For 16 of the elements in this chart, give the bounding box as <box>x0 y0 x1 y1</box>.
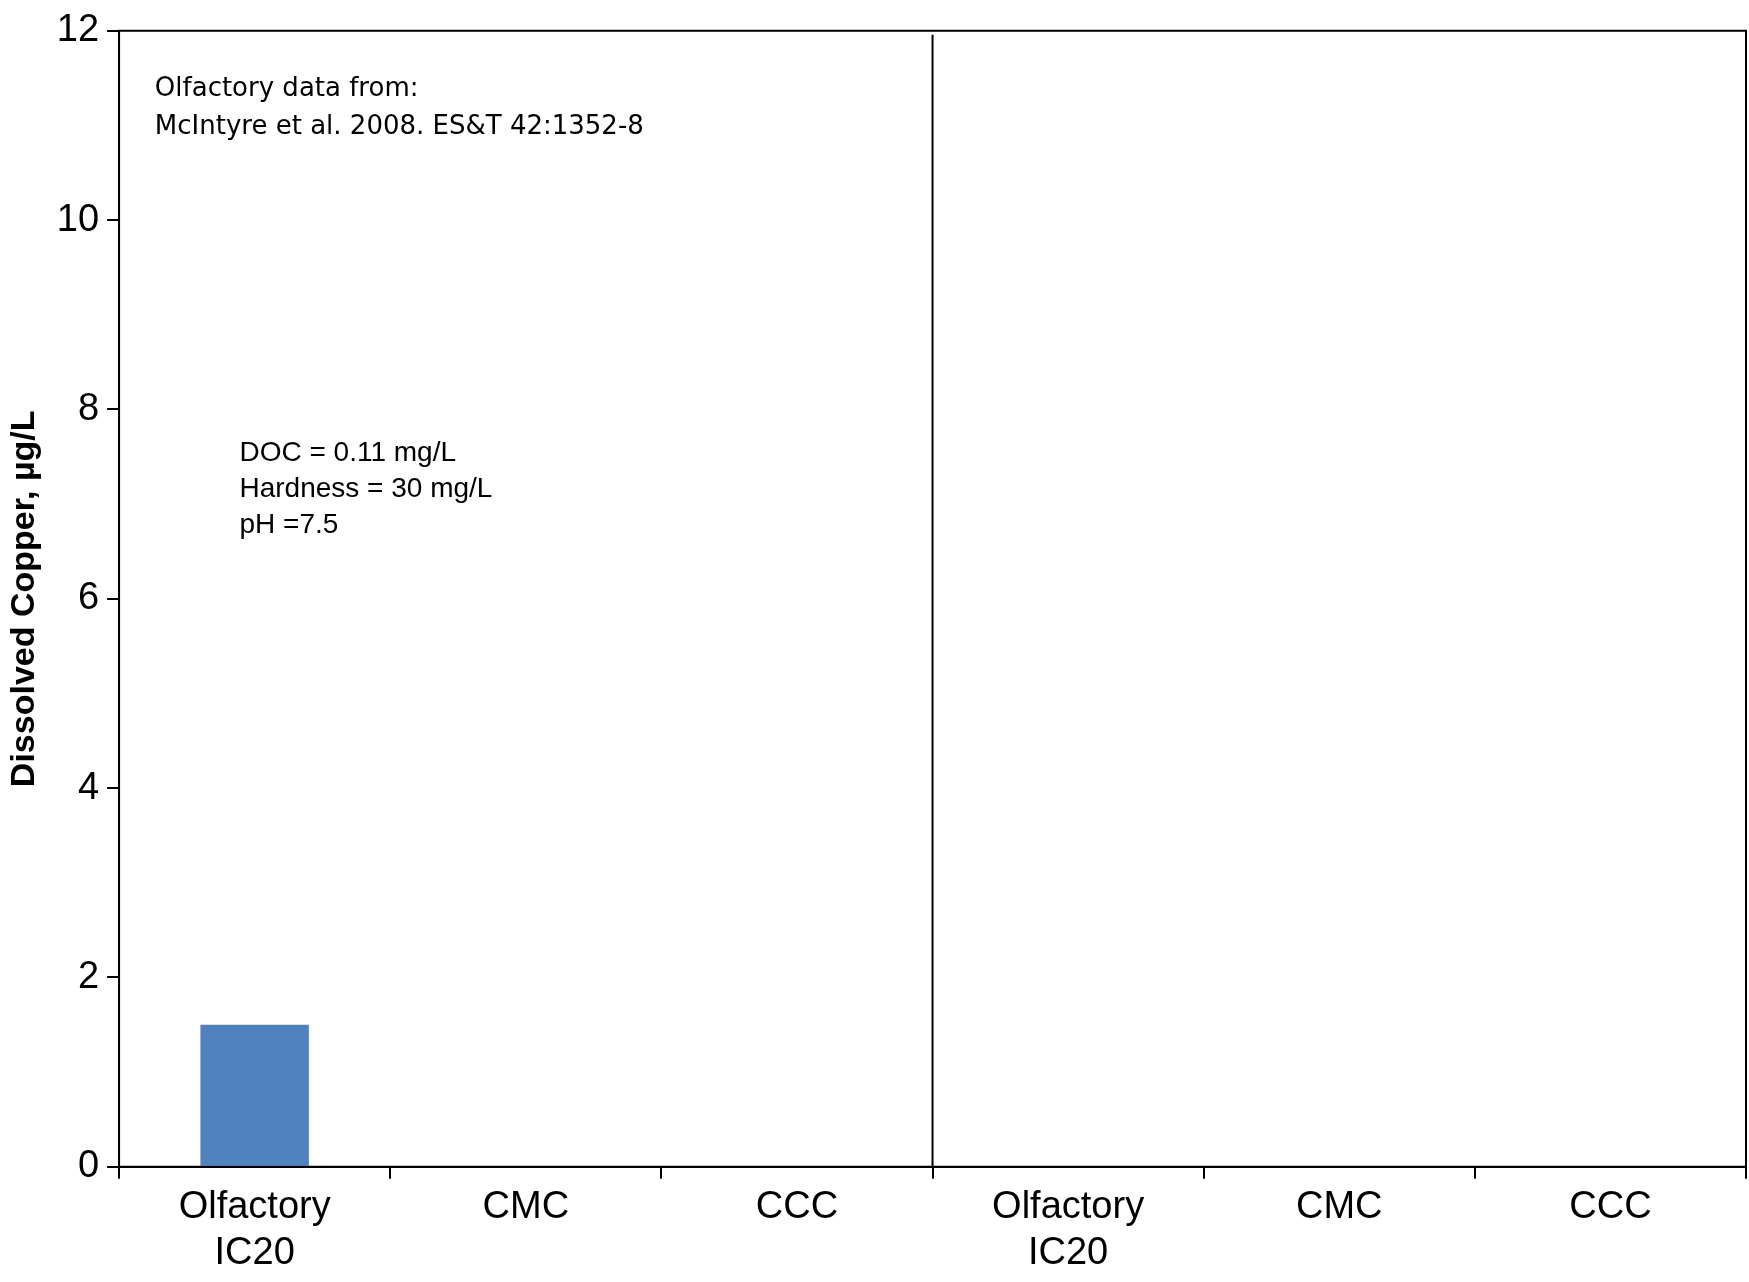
x-tick-label: CCC <box>1569 1184 1652 1227</box>
y-tick-label: 2 <box>77 953 100 996</box>
y-tick-label: 4 <box>77 764 100 807</box>
annotation: Olfactory data from: McIntyre et al. 2008. ES&T 42:1352-8 <box>154 71 644 140</box>
x-tick-label: CMC <box>1295 1184 1383 1227</box>
y-tick-label: 6 <box>77 575 100 618</box>
y-tick-label: 0 <box>77 1143 100 1186</box>
y-tick-label: 10 <box>56 196 100 239</box>
x-tick-label: CCC <box>755 1184 839 1227</box>
x-tick-label: Olfactory IC20 <box>178 1184 331 1272</box>
y-tick-label: 12 <box>56 7 100 50</box>
y-axis-title: Dissolved Copper, µg/L <box>2 410 41 788</box>
x-tick-label: CMC <box>482 1184 570 1227</box>
annotation: DOC = 0.11 mg/L Hardness = 30 mg/L pH =7.5 <box>239 436 493 540</box>
y-tick-label: 8 <box>77 385 100 428</box>
x-tick-label: Olfactory IC20 <box>992 1184 1145 1272</box>
